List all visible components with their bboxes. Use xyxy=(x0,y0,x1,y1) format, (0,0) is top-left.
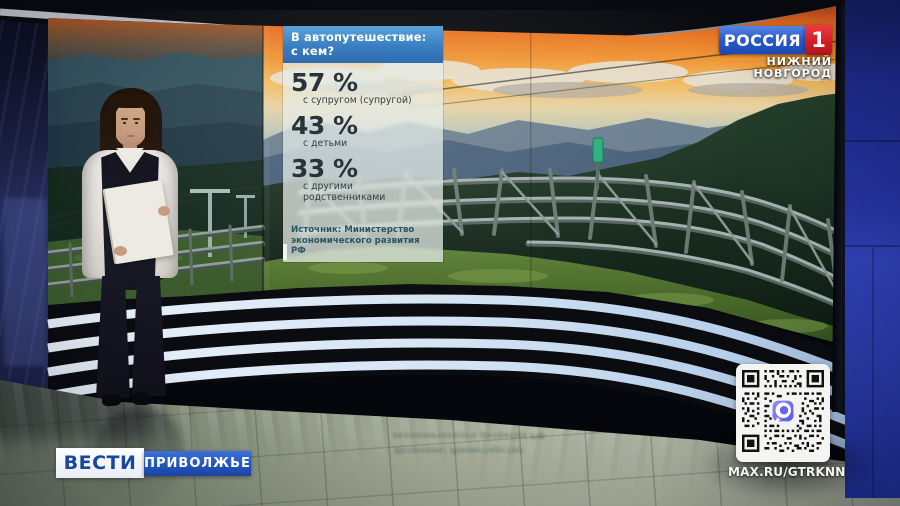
infographic-header: В автопутешествие: с кем? xyxy=(283,26,443,63)
wall-seam xyxy=(530,4,532,346)
presenter-trousers xyxy=(96,276,130,398)
wall-light-streaks xyxy=(0,0,50,392)
infographic-tab xyxy=(283,244,287,260)
presenter-hand xyxy=(158,206,170,216)
rossiya-wordmark: РОССИЯ xyxy=(719,26,806,54)
stat-label: с супругом (супругой) xyxy=(303,94,412,106)
infographic-title-line2: с кем? xyxy=(291,44,335,59)
source-text-reflection: Источник: Министерство экономического ра… xyxy=(391,429,547,455)
stat-value: 57 % xyxy=(291,68,358,97)
stat-value: 33 % xyxy=(291,154,358,184)
power-line xyxy=(407,57,848,109)
stat-value: 43 % xyxy=(291,111,358,141)
max-messenger-icon xyxy=(771,399,795,423)
vesti-wordmark: ВЕСТИ xyxy=(56,448,144,478)
vesti-region: ПРИВОЛЖЬЕ xyxy=(144,451,251,476)
presenter-hair xyxy=(145,100,153,142)
qr-code xyxy=(742,370,824,452)
studio-right-wall xyxy=(845,0,900,498)
presenter-hair xyxy=(109,93,152,108)
studio-left-wall xyxy=(0,0,50,392)
presenter-shoe xyxy=(131,391,152,406)
wall-light-panel xyxy=(4,198,46,366)
region-caption: НИЖНИЙ НОВГОРОД xyxy=(753,55,832,80)
stat-label: с другими родственниками xyxy=(303,180,386,203)
infographic-panel: В автопутешествие: с кем? 57 % с супруго… xyxy=(283,26,443,262)
channel-number-badge: 1 xyxy=(805,25,832,55)
wall-seam xyxy=(262,4,264,346)
infographic-source: Источник: Министерство экономического ра… xyxy=(291,224,420,257)
qr-plaque xyxy=(736,364,830,462)
presenter-hair xyxy=(108,100,116,140)
infographic-body: 57 % с супругом (супругой) 43 % с детьми… xyxy=(283,63,443,262)
trail-marker-sign xyxy=(592,137,604,190)
stat-label: с детьми xyxy=(303,137,348,149)
infographic-title-line1: В автопутешествие: xyxy=(291,30,427,44)
presenter xyxy=(56,88,216,418)
presenter-face xyxy=(114,102,147,146)
presenter-hand xyxy=(114,246,127,256)
qr-caption: MAX.RU/GTRKNN xyxy=(728,465,846,479)
presenter-trousers xyxy=(132,276,166,396)
presenter-shoe xyxy=(101,393,122,407)
